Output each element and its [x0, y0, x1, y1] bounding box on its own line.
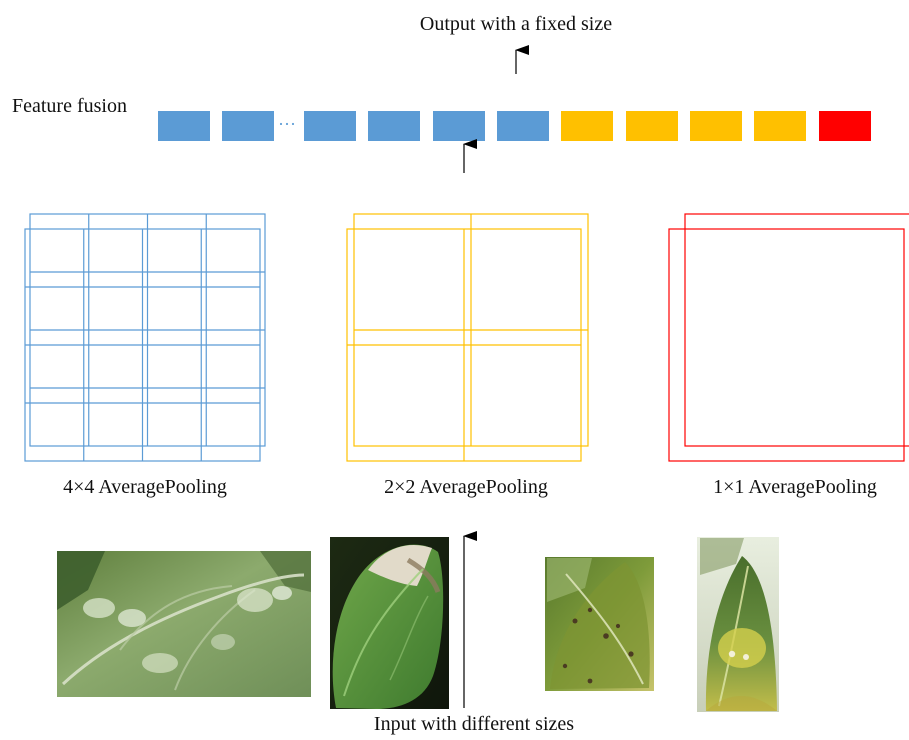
grid-back-frame	[684, 213, 909, 447]
leaf-image-2	[330, 537, 449, 709]
feature-fusion-label: Feature fusion	[12, 95, 127, 117]
feature-cell-2x2-9	[690, 111, 742, 141]
fusion-ellipsis: ···	[278, 114, 296, 134]
pooling-label-2x2: 2×2 AveragePooling	[384, 476, 548, 498]
feature-cell-1x1-11	[819, 111, 871, 141]
pooling-grid-2x2	[346, 213, 589, 462]
grid-front-frame	[668, 228, 905, 462]
pooling-label-4x4: 4×4 AveragePooling	[63, 476, 227, 498]
pooling-grid-4x4	[24, 213, 266, 462]
leaf-image-1	[57, 551, 311, 697]
feature-cell-4x4-5	[433, 111, 485, 141]
feature-cell-4x4-1	[158, 111, 210, 141]
feature-cell-2x2-10	[754, 111, 806, 141]
leaf-image-4	[697, 537, 779, 712]
feature-cell-2x2-8	[626, 111, 678, 141]
leaf-image-3	[545, 557, 654, 691]
pooling-grid-1x1	[668, 213, 909, 462]
feature-cell-4x4-2	[222, 111, 274, 141]
input-label: Input with different sizes	[374, 713, 574, 735]
feature-cell-4x4-6	[497, 111, 549, 141]
feature-cell-2x2-7	[561, 111, 613, 141]
feature-cell-4x4-3	[304, 111, 356, 141]
feature-vector: ···	[158, 111, 871, 141]
output-label: Output with a fixed size	[420, 13, 612, 35]
feature-cell-4x4-4	[368, 111, 420, 141]
pooling-label-1x1: 1×1 AveragePooling	[713, 476, 877, 498]
